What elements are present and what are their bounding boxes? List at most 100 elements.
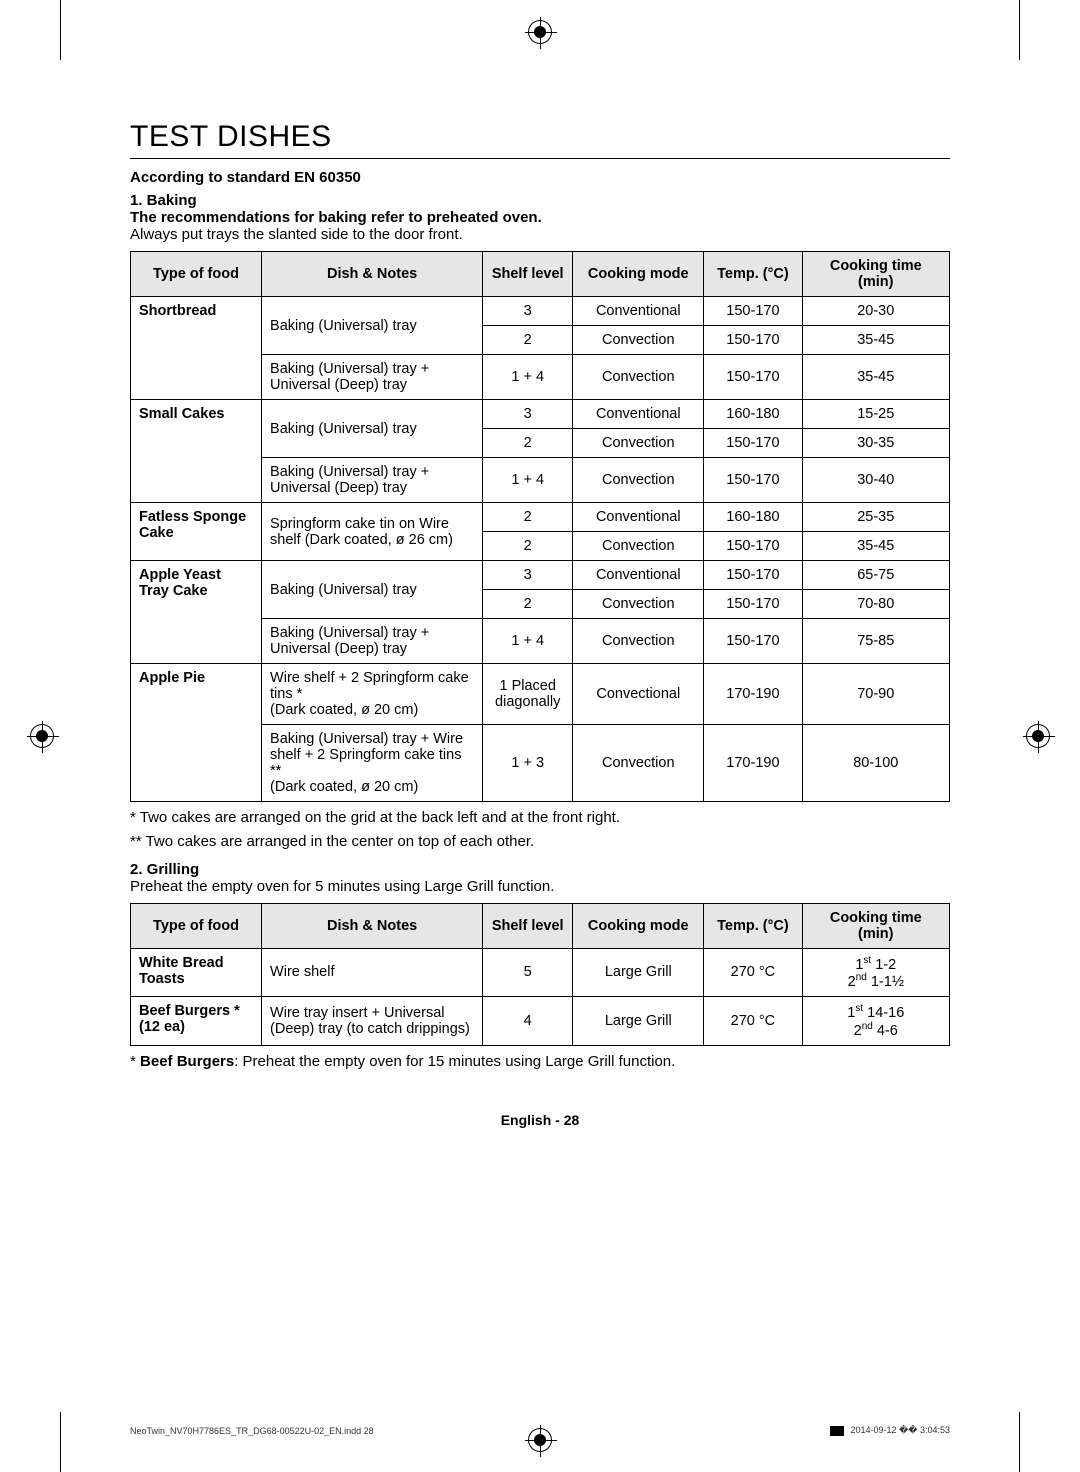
time-cell: 35-45 [802, 532, 949, 561]
mode-cell: Convectional [573, 664, 704, 725]
registration-mark-icon [528, 1428, 552, 1452]
table-row: Shortbread Baking (Universal) tray 3 Con… [131, 297, 950, 326]
page-title: TEST DISHES [130, 120, 950, 159]
shelf-cell: 2 [483, 503, 573, 532]
shelf-cell: 1 + 4 [483, 458, 573, 503]
temp-cell: 150-170 [704, 561, 802, 590]
temp-cell: 150-170 [704, 297, 802, 326]
mode-cell: Convection [573, 532, 704, 561]
crop-mark [60, 1412, 61, 1472]
time-cell: 15-25 [802, 400, 949, 429]
mode-cell: Convection [573, 590, 704, 619]
shelf-cell: 4 [483, 997, 573, 1046]
dish-cell: Baking (Universal) tray + Universal (Dee… [262, 355, 483, 400]
table-row: Fatless Sponge Cake Springform cake tin … [131, 503, 950, 532]
time-cell: 80-100 [802, 725, 949, 802]
page-number-label: English - [501, 1112, 564, 1128]
col-shelf: Shelf level [483, 252, 573, 297]
temp-cell: 270 °C [704, 997, 802, 1046]
temp-cell: 170-190 [704, 664, 802, 725]
time-cell: 70-80 [802, 590, 949, 619]
time-cell: 25-35 [802, 503, 949, 532]
col-time: Cooking time (min) [802, 252, 949, 297]
temp-cell: 150-170 [704, 429, 802, 458]
time-cell: 30-35 [802, 429, 949, 458]
footnote-3-suffix: : Preheat the empty oven for 15 minutes … [234, 1053, 675, 1070]
temp-cell: 150-170 [704, 458, 802, 503]
table-row: Apple Yeast Tray Cake Baking (Universal)… [131, 561, 950, 590]
standard-subhead: According to standard EN 60350 [130, 169, 950, 186]
baking-recommendation: The recommendations for baking refer to … [130, 209, 950, 226]
crop-mark [1019, 0, 1020, 60]
temp-cell: 270 °C [704, 948, 802, 997]
dish-cell: Baking (Universal) tray + Universal (Dee… [262, 458, 483, 503]
food-sponge: Fatless Sponge Cake [131, 503, 262, 561]
dish-cell: Baking (Universal) tray [262, 561, 483, 619]
time-cell: 35-45 [802, 326, 949, 355]
dish-cell: Wire shelf + 2 Springform cake tins * (D… [262, 664, 483, 725]
food-appleyeast: Apple Yeast Tray Cake [131, 561, 262, 664]
time-cell: 35-45 [802, 355, 949, 400]
temp-cell: 150-170 [704, 326, 802, 355]
col-food: Type of food [131, 903, 262, 948]
shelf-cell: 2 [483, 590, 573, 619]
mode-cell: Large Grill [573, 997, 704, 1046]
mode-cell: Large Grill [573, 948, 704, 997]
footnote-3-bold: Beef Burgers [140, 1053, 234, 1070]
col-mode: Cooking mode [573, 252, 704, 297]
table-row: Small Cakes Baking (Universal) tray 3 Co… [131, 400, 950, 429]
table-row: Beef Burgers * (12 ea) Wire tray insert … [131, 997, 950, 1046]
mode-cell: Convection [573, 355, 704, 400]
table-row: Apple Pie Wire shelf + 2 Springform cake… [131, 664, 950, 725]
time-line-2: 2nd 1-1½ [811, 972, 941, 990]
food-toast: White Bread Toasts [131, 948, 262, 997]
footnote-3-prefix: * [130, 1053, 140, 1070]
color-swatch-icon [830, 1426, 844, 1436]
footnote-1: * Two cakes are arranged on the grid at … [130, 808, 950, 828]
col-mode: Cooking mode [573, 903, 704, 948]
section-grilling-heading: 2. Grilling [130, 861, 950, 878]
table-header-row: Type of food Dish & Notes Shelf level Co… [131, 252, 950, 297]
shelf-cell: 2 [483, 532, 573, 561]
time-line-1: 1st 14-16 [811, 1003, 941, 1021]
registration-mark-icon [1026, 724, 1050, 748]
shelf-cell: 1 + 4 [483, 619, 573, 664]
food-burger: Beef Burgers * (12 ea) [131, 997, 262, 1046]
temp-cell: 170-190 [704, 725, 802, 802]
registration-mark-icon [528, 20, 552, 44]
dish-cell: Baking (Universal) tray + Universal (Dee… [262, 619, 483, 664]
grilling-note: Preheat the empty oven for 5 minutes usi… [130, 878, 950, 895]
footnote-2: ** Two cakes are arranged in the center … [130, 832, 950, 852]
mode-cell: Conventional [573, 400, 704, 429]
page-number-value: 28 [564, 1112, 580, 1128]
footer-timestamp-text: 2014-09-12 �� 3:04:53 [850, 1425, 950, 1436]
temp-cell: 150-170 [704, 619, 802, 664]
table-row: White Bread Toasts Wire shelf 5 Large Gr… [131, 948, 950, 997]
time-cell: 1st 1st 1-21-2 2nd 1-1½ [802, 948, 949, 997]
time-cell: 75-85 [802, 619, 949, 664]
dish-cell: Baking (Universal) tray [262, 297, 483, 355]
dish-cell: Wire tray insert + Universal (Deep) tray… [262, 997, 483, 1046]
temp-cell: 150-170 [704, 590, 802, 619]
temp-cell: 150-170 [704, 355, 802, 400]
table-header-row: Type of food Dish & Notes Shelf level Co… [131, 903, 950, 948]
temp-cell: 150-170 [704, 532, 802, 561]
page-number: English - 28 [130, 1112, 950, 1128]
footer-timestamp: 2014-09-12 �� 3:04:53 [830, 1425, 950, 1436]
mode-cell: Convection [573, 458, 704, 503]
shelf-cell: 3 [483, 400, 573, 429]
col-dish: Dish & Notes [262, 252, 483, 297]
crop-mark [1019, 1412, 1020, 1472]
dish-cell: Baking (Universal) tray + Wire shelf + 2… [262, 725, 483, 802]
food-applepie: Apple Pie [131, 664, 262, 802]
shelf-cell: 1 Placed diagonally [483, 664, 573, 725]
time-line-1: 1st 1st 1-21-2 [811, 955, 941, 973]
shelf-cell: 5 [483, 948, 573, 997]
col-shelf: Shelf level [483, 903, 573, 948]
col-temp: Temp. (°C) [704, 903, 802, 948]
col-temp: Temp. (°C) [704, 252, 802, 297]
mode-cell: Conventional [573, 297, 704, 326]
col-dish: Dish & Notes [262, 903, 483, 948]
grilling-table: Type of food Dish & Notes Shelf level Co… [130, 903, 950, 1046]
time-cell: 30-40 [802, 458, 949, 503]
